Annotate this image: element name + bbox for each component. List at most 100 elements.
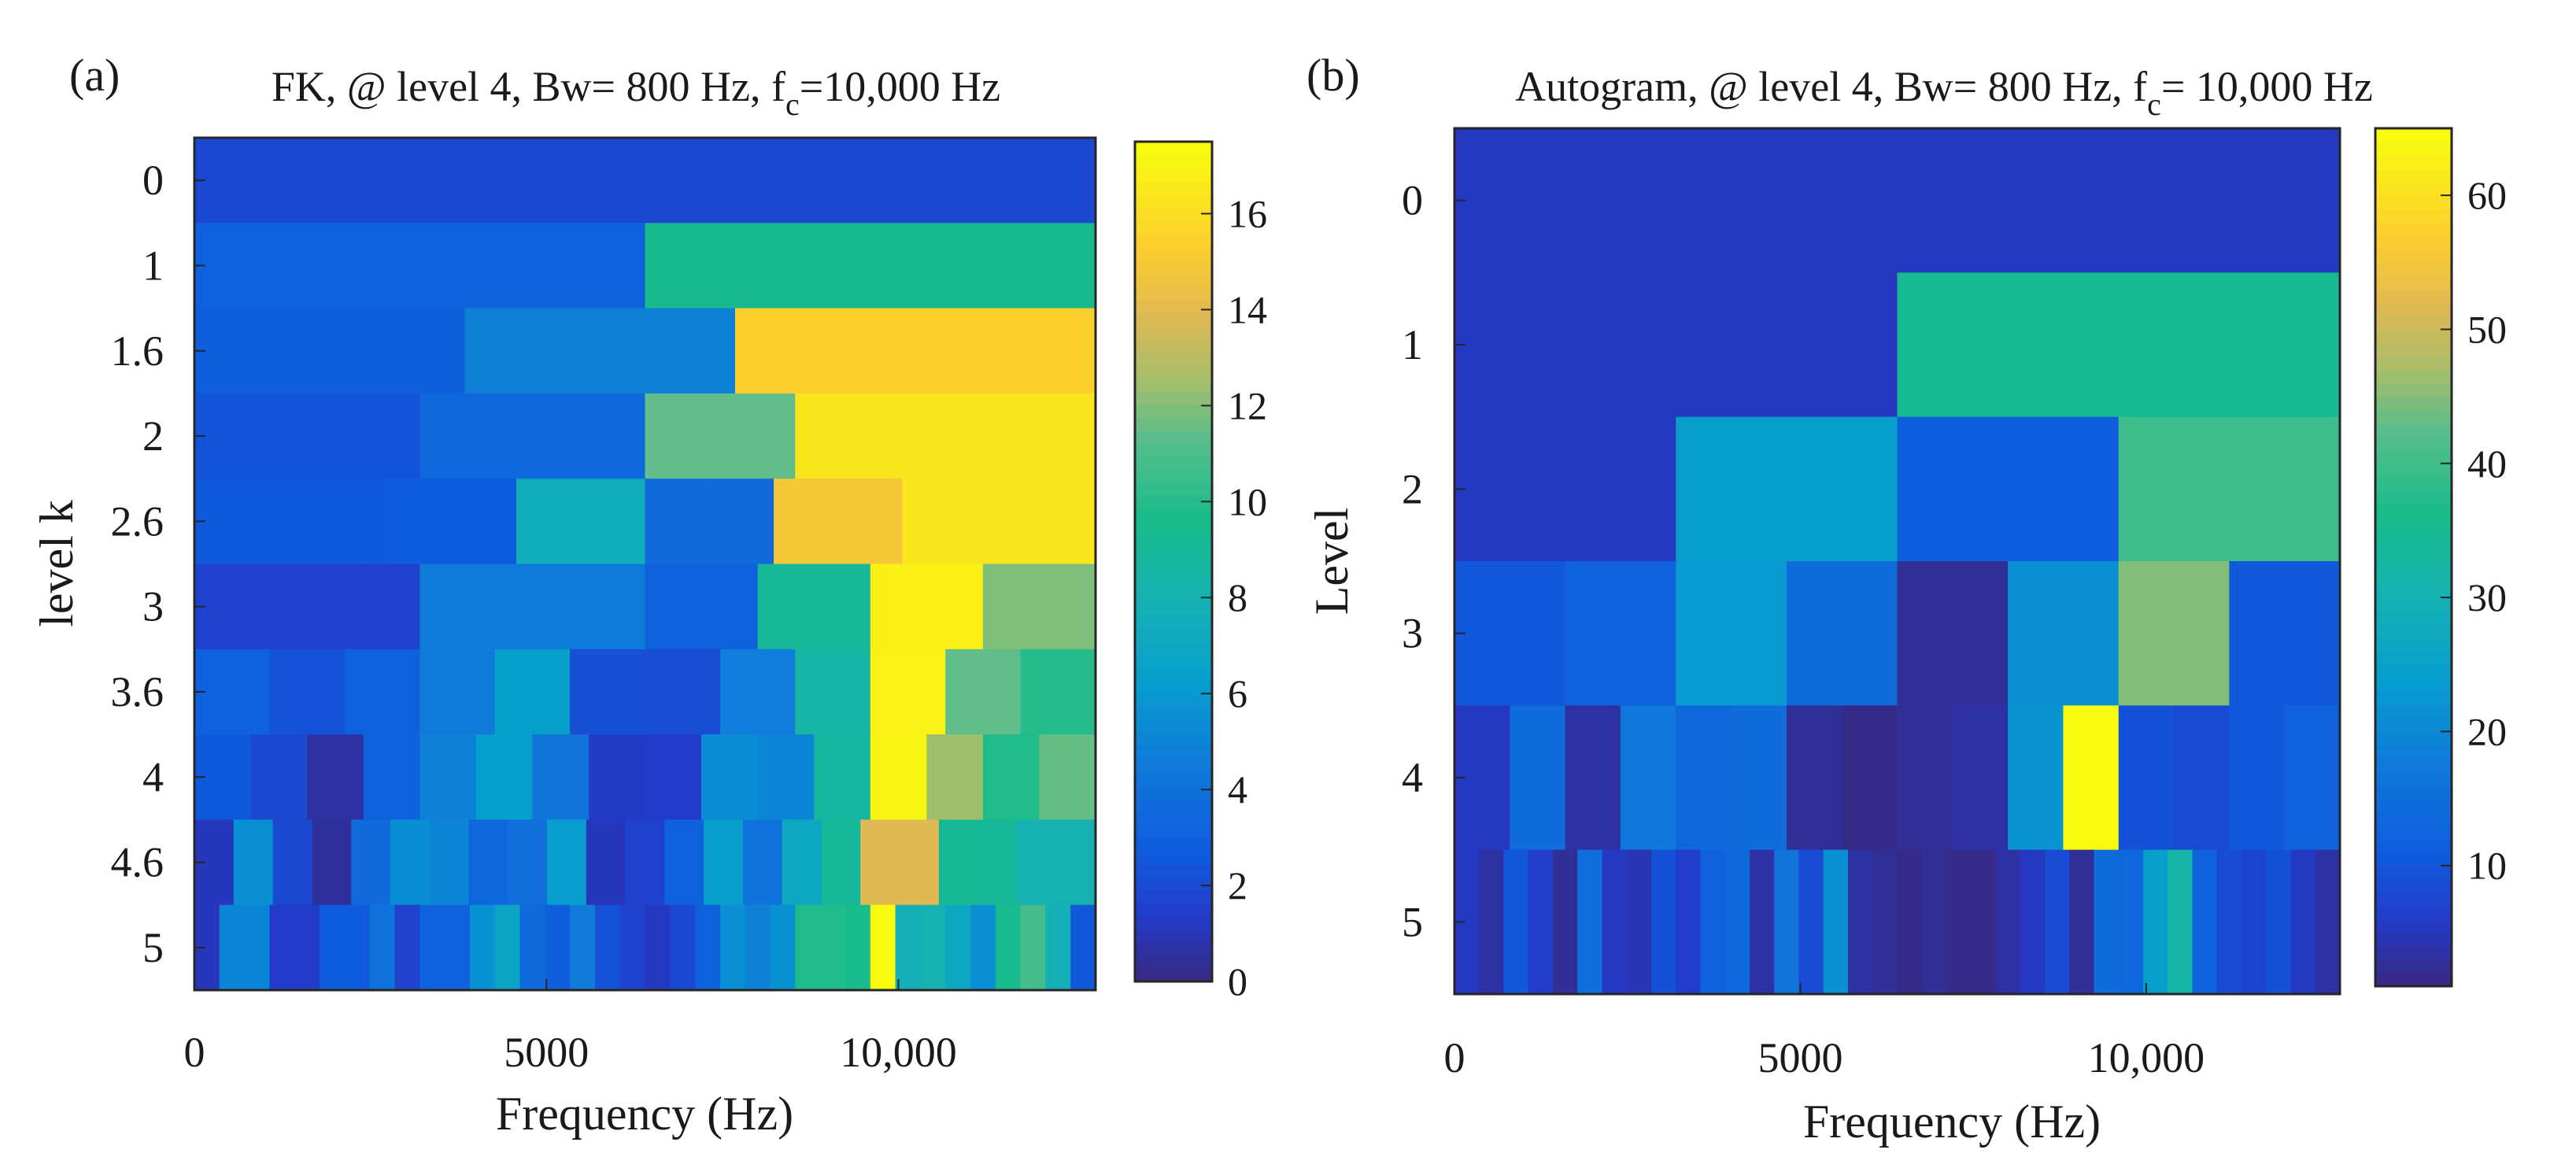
heatmap-cell: [870, 564, 927, 650]
heatmap-cell: [323, 479, 388, 565]
heatmap-cell: [870, 223, 1096, 309]
colorbar-swatch: [1135, 325, 1212, 339]
colorbar-tick-label: 2: [1228, 863, 1247, 907]
heatmap-cell: [1724, 849, 1750, 995]
heatmap-cell: [757, 734, 815, 820]
heatmap-cell: [625, 819, 665, 906]
heatmap-cell: [2229, 705, 2286, 851]
heatmap-cell: [1651, 849, 1676, 995]
heatmap-cell: [468, 819, 508, 906]
panel-b-x-ticks: 0 5000 10,000: [1444, 983, 2205, 1081]
colorbar-swatch: [2375, 919, 2452, 933]
colorbar-swatch: [1135, 338, 1212, 353]
heatmap-cell: [475, 734, 533, 820]
heatmap-cell: [2020, 849, 2046, 995]
heatmap-cell: [1946, 849, 1972, 995]
heatmap-cell: [516, 479, 582, 565]
colorbar-swatch: [1135, 260, 1212, 274]
y-tick-label: 0: [1402, 177, 1423, 224]
heatmap-cell: [269, 904, 295, 991]
colorbar-swatch: [1135, 496, 1212, 510]
colorbar-swatch: [1135, 207, 1212, 221]
heatmap-cell: [2168, 849, 2193, 995]
panel-a-heatmap: [194, 138, 1096, 991]
heatmap-cell: [419, 564, 477, 650]
heatmap-cell: [2284, 705, 2341, 851]
colorbar-swatch: [1135, 351, 1212, 366]
colorbar-tick-label: 40: [2467, 442, 2507, 486]
heatmap-cell: [419, 223, 646, 309]
colorbar-swatch: [2375, 516, 2452, 531]
heatmap-cell: [1676, 849, 1702, 995]
colorbar-swatch: [1135, 430, 1212, 445]
heatmap-cell: [814, 734, 871, 820]
heatmap-cell: [915, 308, 1007, 394]
heatmap-cell: [895, 904, 921, 991]
colorbar-swatch: [1135, 876, 1212, 891]
heatmap-cell: [588, 564, 646, 650]
colorbar-frame: [2374, 127, 2453, 988]
heatmap-cell: [1017, 819, 1057, 906]
heatmap-cell: [1823, 849, 1849, 995]
colorbar-swatch: [1135, 955, 1212, 970]
panel-b-x-axis-label: Frequency (Hz): [1803, 1096, 2101, 1148]
heatmap-cell: [619, 904, 646, 991]
colorbar-swatch: [1135, 693, 1212, 707]
heatmap-cell: [1039, 734, 1096, 820]
heatmap-cell: [2118, 705, 2175, 851]
heatmap-cell: [1626, 849, 1652, 995]
heatmap-cell: [1798, 849, 1824, 995]
heatmap-cell: [770, 904, 796, 991]
heatmap-cell: [1897, 416, 2120, 562]
heatmap-cell: [363, 734, 420, 820]
colorbar-tick-label: 16: [1228, 192, 1267, 236]
heatmap-cell: [2008, 561, 2120, 706]
colorbar-swatch: [2375, 959, 2452, 974]
heatmap-cell: [742, 819, 783, 906]
heatmap-cell: [284, 308, 375, 394]
heatmap-cell: [2118, 561, 2230, 706]
colorbar-swatch: [2375, 825, 2452, 840]
heatmap-cell: [312, 819, 352, 906]
colorbar-swatch: [1135, 758, 1212, 773]
colorbar-swatch: [1135, 508, 1212, 523]
colorbar-swatch: [2375, 878, 2452, 893]
colorbar-frame: [1133, 140, 1214, 983]
heatmap-cell: [645, 308, 736, 394]
heatmap-cell: [2315, 849, 2341, 995]
colorbar-swatch: [1135, 561, 1212, 575]
heatmap-cell: [363, 564, 420, 650]
y-tick-label: 3.6: [111, 668, 164, 715]
colorbar-swatch: [1135, 443, 1212, 457]
heatmap-cell: [719, 649, 796, 735]
colorbar-swatch: [2375, 195, 2452, 209]
panel-b-label: (b): [1306, 50, 1360, 101]
heatmap-cell: [945, 649, 1022, 735]
heatmap-cell: [1842, 705, 1898, 851]
heatmap-cell: [1786, 705, 1842, 851]
heatmap-cell: [419, 649, 496, 735]
colorbar-swatch: [2375, 302, 2452, 317]
colorbar-swatch: [2375, 235, 2452, 250]
y-tick-label: 4.6: [111, 839, 164, 886]
colorbar-swatch: [1135, 456, 1212, 471]
heatmap-cell: [938, 819, 979, 906]
colorbar-swatch: [1135, 220, 1212, 235]
x-tick-label: 5000: [504, 1029, 589, 1076]
heatmap-cell: [2174, 705, 2230, 851]
panel-a-y-ticks: 0 1 1.6 2 2.6 3 3.6 4 4.6 5: [111, 157, 205, 971]
colorbar-swatch: [2375, 436, 2452, 451]
panel-a-y-axis-label: level k: [31, 500, 83, 627]
panel-b-y-ticks: 0 1 2 3 4 5: [1402, 177, 1465, 945]
heatmap-cell: [250, 564, 308, 650]
heatmap-cell: [419, 904, 445, 991]
colorbar-tick-label: 14: [1228, 287, 1267, 331]
heatmap-cell: [1921, 849, 1947, 995]
colorbar-swatch: [2375, 664, 2452, 679]
heatmap-cell: [645, 479, 710, 565]
colorbar-swatch: [2375, 584, 2452, 598]
colorbar-swatch: [2375, 503, 2452, 518]
heatmap-cell: [1897, 705, 1953, 851]
heatmap-cell: [995, 904, 1022, 991]
heatmap-cell: [1056, 819, 1096, 906]
